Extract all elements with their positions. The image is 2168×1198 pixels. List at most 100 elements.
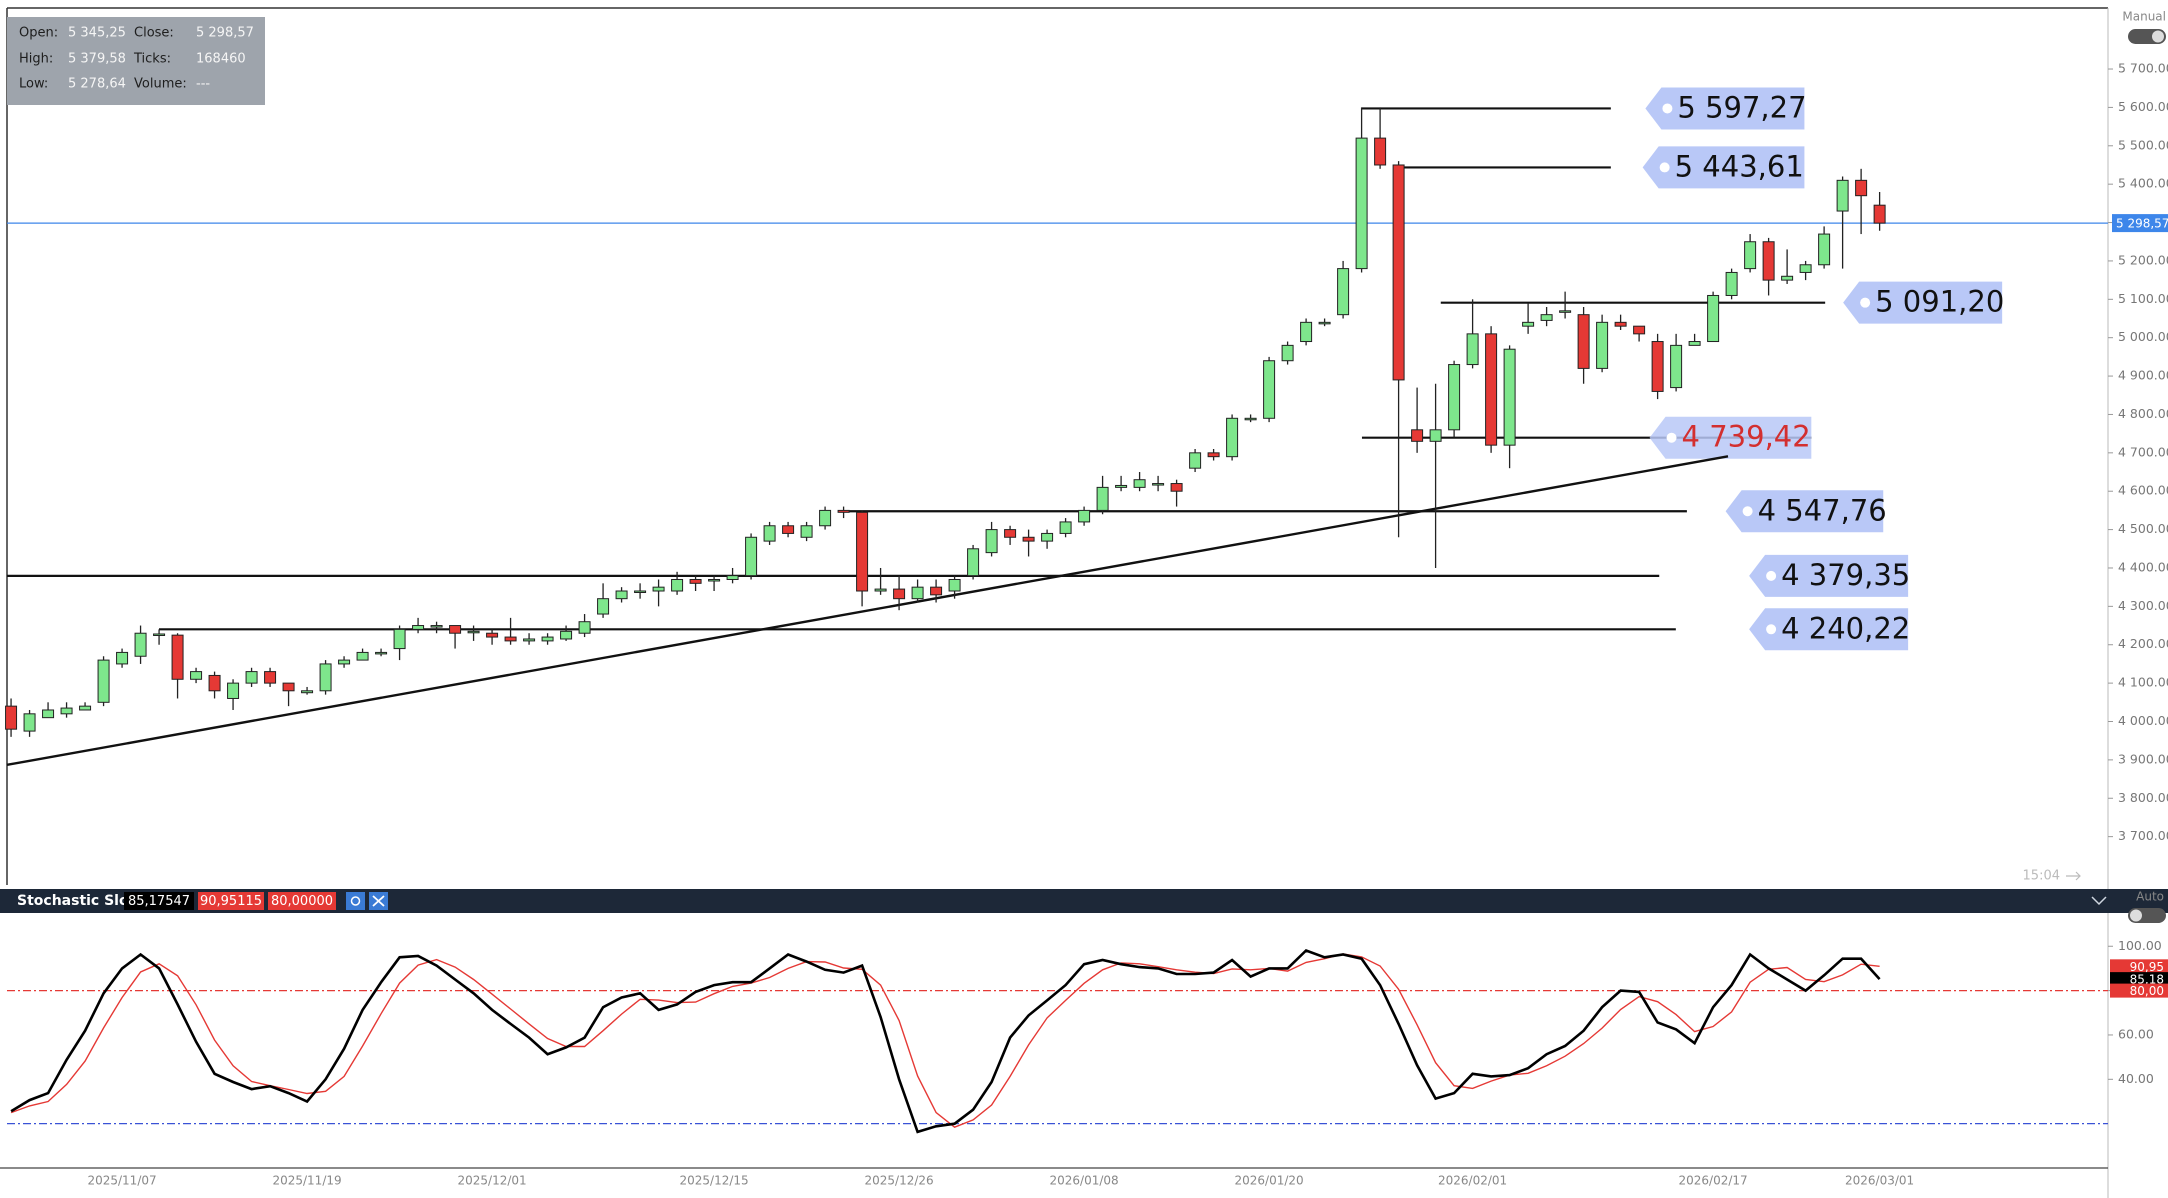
candle-body bbox=[1078, 509, 1091, 523]
mode-toggle-knob bbox=[2152, 30, 2164, 43]
level-label-dot bbox=[1666, 432, 1677, 443]
visibility-button[interactable] bbox=[346, 892, 365, 910]
candle-body bbox=[1725, 271, 1738, 296]
candle-body bbox=[486, 632, 499, 638]
candle-body bbox=[264, 671, 277, 684]
candle-body bbox=[1096, 486, 1109, 511]
candle-body bbox=[1115, 484, 1128, 488]
info-value: 5 298,57 bbox=[196, 26, 254, 41]
candle-body bbox=[1411, 429, 1424, 442]
candle-body bbox=[282, 682, 295, 692]
y-tick-label: 100.00 bbox=[2118, 938, 2162, 953]
y-tick-label: 5 700.00 bbox=[2118, 61, 2168, 76]
candle-body bbox=[1540, 314, 1553, 321]
candle-body bbox=[1004, 529, 1017, 538]
info-rows: Open: 5 345,25 Close: 5 298,57 High: 5 379,58… bbox=[19, 26, 254, 92]
candle-body bbox=[1614, 321, 1627, 327]
candle-body bbox=[1244, 417, 1257, 421]
candle-body bbox=[1059, 521, 1072, 534]
candle-body bbox=[1799, 264, 1812, 273]
value-badge-label: 80,00 bbox=[2130, 984, 2164, 998]
value-badge bbox=[2110, 972, 2168, 987]
candle-body bbox=[375, 651, 388, 655]
indicator-value: 80,00000 bbox=[271, 894, 333, 909]
candle-body bbox=[1836, 179, 1849, 212]
trendline bbox=[6, 455, 1729, 767]
x-tick-label: 2026/01/08 bbox=[1050, 1174, 1119, 1188]
stochastic-line bbox=[10, 953, 1880, 1128]
y-tick-label: 5 400.00 bbox=[2118, 176, 2168, 191]
y-tick-label: 3 900.00 bbox=[2118, 751, 2168, 766]
candle-body bbox=[1762, 241, 1775, 281]
level-label: 4 379,35 bbox=[1781, 558, 1910, 592]
level-label-box bbox=[1642, 146, 1805, 189]
level-label-dot bbox=[1766, 570, 1777, 581]
candle-body bbox=[356, 651, 369, 661]
y-tick-label: 5 000.00 bbox=[2118, 329, 2168, 344]
y-tick-label: 40.00 bbox=[2118, 1071, 2154, 1086]
candle-body bbox=[1781, 275, 1794, 281]
y-tick-label: 5 600.00 bbox=[2118, 99, 2168, 114]
candle-body bbox=[1337, 268, 1350, 316]
value-badge bbox=[2110, 959, 2168, 974]
candle-body bbox=[1744, 241, 1757, 270]
mode-label: Manual bbox=[2122, 10, 2166, 24]
candle-body bbox=[541, 636, 554, 642]
candle-body bbox=[856, 511, 869, 592]
candle-body bbox=[208, 674, 221, 692]
info-label: High: bbox=[19, 52, 53, 67]
y-tick-label: 5 500.00 bbox=[2118, 137, 2168, 152]
candle-body bbox=[301, 690, 314, 694]
auto-label: Auto bbox=[2136, 890, 2164, 904]
candle-body bbox=[430, 625, 443, 628]
candle-body bbox=[597, 598, 610, 615]
close-icon bbox=[372, 895, 385, 907]
candle-body bbox=[1300, 321, 1313, 343]
candle-body bbox=[1226, 417, 1239, 458]
level-label-box bbox=[1843, 281, 2003, 324]
level-label-box bbox=[1749, 608, 1909, 651]
x-tick-label: 2025/12/01 bbox=[457, 1174, 526, 1188]
y-tick-label: 4 500.00 bbox=[2118, 521, 2168, 536]
time-label: 15:04 bbox=[2023, 869, 2060, 884]
y-tick-label: 4 800.00 bbox=[2118, 406, 2168, 421]
y-tick-label: 4 400.00 bbox=[2118, 559, 2168, 574]
candle-body bbox=[1651, 341, 1664, 392]
candle-body bbox=[1263, 360, 1276, 419]
candle-body bbox=[1596, 321, 1609, 369]
y-tick-label: 4 000.00 bbox=[2118, 713, 2168, 728]
candle-body bbox=[190, 671, 203, 680]
x-tick-label: 2026/02/01 bbox=[1438, 1174, 1507, 1188]
indicator-value-box bbox=[268, 892, 336, 910]
collapse-chevron[interactable] bbox=[2091, 896, 2107, 906]
candle-body bbox=[1448, 364, 1461, 431]
y-tick-label: 4 700.00 bbox=[2118, 444, 2168, 459]
candle-body bbox=[1522, 321, 1535, 327]
candle-body bbox=[634, 590, 647, 594]
candle-body bbox=[967, 548, 980, 577]
last-price-label: 5 298,57 bbox=[2116, 217, 2168, 231]
x-tick-label: 2026/01/20 bbox=[1235, 1174, 1304, 1188]
candle-body bbox=[1429, 429, 1442, 442]
level-label-dot bbox=[1766, 624, 1777, 635]
candle-body bbox=[615, 590, 628, 600]
y-tick-label: 60.00 bbox=[2118, 1026, 2154, 1041]
candle-body bbox=[1466, 333, 1479, 366]
info-label: Low: bbox=[19, 77, 48, 92]
candle-body bbox=[1392, 164, 1405, 381]
candle-body bbox=[708, 578, 721, 582]
candle-body bbox=[1281, 344, 1294, 362]
y-tick-label: 3 700.00 bbox=[2118, 828, 2168, 843]
candle-body bbox=[1374, 137, 1387, 166]
candle-body bbox=[467, 630, 480, 634]
value-badge-label: 85,18 bbox=[2130, 973, 2164, 987]
level-label: 4 739,42 bbox=[1682, 420, 1811, 454]
candle-body bbox=[504, 636, 517, 642]
candle-body bbox=[5, 705, 18, 730]
candle-body bbox=[1041, 532, 1054, 542]
candle-body bbox=[60, 707, 73, 715]
candle-body bbox=[578, 621, 591, 634]
candle-body bbox=[1873, 204, 1886, 224]
